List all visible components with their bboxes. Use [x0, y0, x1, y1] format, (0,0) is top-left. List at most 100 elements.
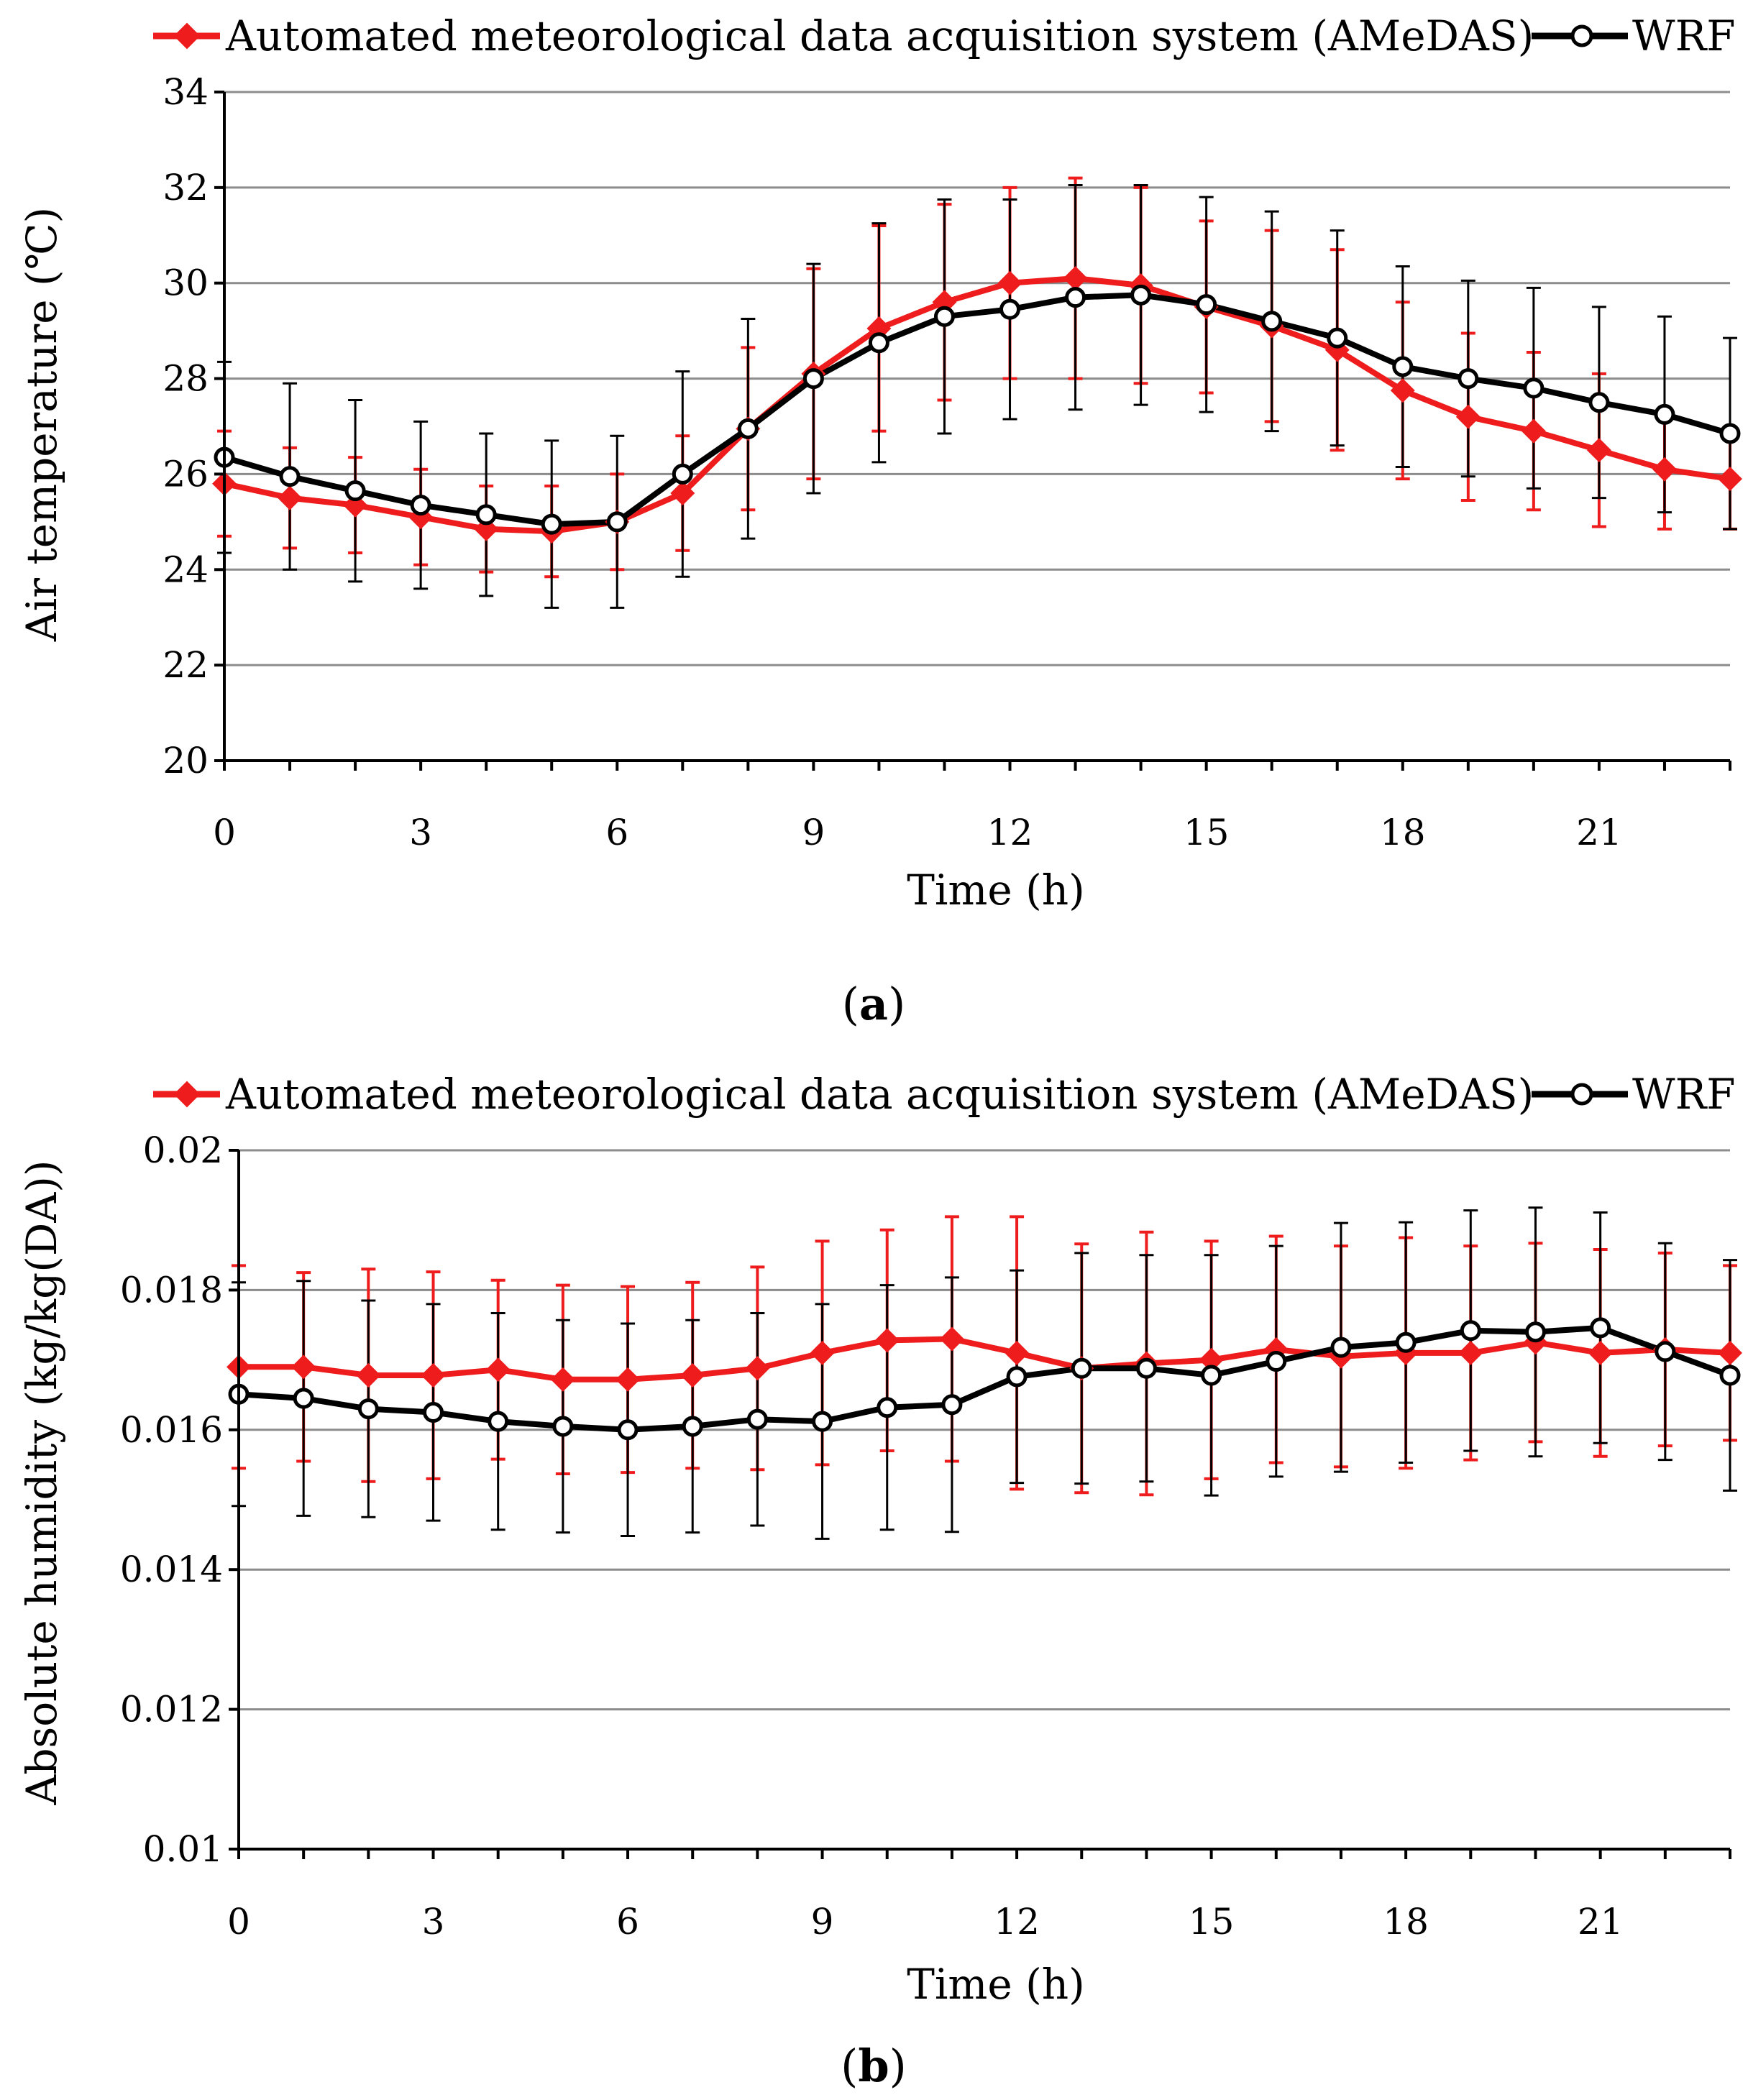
data-point-amedas	[421, 1363, 446, 1388]
data-point-wrf	[1071, 1357, 1092, 1379]
series-line-amedas	[239, 1336, 1731, 1383]
data-point-wrf	[1330, 1336, 1352, 1358]
data-point-amedas	[810, 1340, 835, 1365]
data-point-wrf	[868, 332, 889, 354]
x-tick-label: 15	[1184, 812, 1230, 853]
series-markers-a	[212, 266, 1742, 544]
data-point-amedas	[1199, 1347, 1224, 1372]
data-point-wrf	[933, 306, 955, 327]
y-axis-label-a: Air temperature (℃)	[17, 207, 66, 642]
data-point-wrf	[279, 466, 301, 487]
x-tick-label: 9	[811, 1901, 834, 1943]
series-lines-b	[238, 1324, 1731, 1433]
data-point-wrf	[1655, 1341, 1676, 1362]
data-point-wrf	[617, 1419, 639, 1441]
legend-b: Automated meteorological data acquisitio…	[153, 1070, 1736, 1119]
legend-amedas-label: Automated meteorological data acquisitio…	[225, 12, 1534, 60]
legend-a: Automated meteorological data acquisitio…	[153, 12, 1736, 60]
data-point-amedas	[874, 1328, 900, 1353]
data-point-wrf	[1588, 392, 1610, 413]
data-point-wrf	[1590, 1317, 1611, 1339]
panel-b-absolute-humidity: Automated meteorological data acquisitio…	[17, 1070, 1742, 2092]
data-point-wrf	[999, 298, 1021, 320]
data-point-wrf	[606, 511, 628, 533]
error-bars-a	[217, 176, 1737, 609]
data-point-amedas	[1718, 1340, 1742, 1365]
data-point-wrf	[1065, 287, 1086, 308]
data-point-wrf	[1395, 1331, 1417, 1353]
x-tick-label: 3	[422, 1901, 445, 1943]
data-point-wrf	[1261, 311, 1283, 332]
legend-wrf-label: WRF	[1632, 12, 1736, 60]
data-point-amedas	[1718, 467, 1742, 492]
series-line-wrf	[238, 1324, 1731, 1433]
data-point-wrf	[1130, 284, 1152, 306]
y-tick-label: 24	[163, 549, 209, 590]
x-tick-label: 21	[1576, 812, 1622, 853]
data-point-wrf	[802, 368, 824, 390]
data-point-amedas	[939, 1326, 964, 1352]
y-tick-label: 0.01	[143, 1828, 223, 1870]
legend-amedas-diamond-marker	[173, 1081, 201, 1108]
x-tick-label: 0	[227, 1901, 250, 1943]
grid-a	[224, 91, 1730, 666]
data-point-wrf	[746, 1408, 768, 1430]
series-markers-b	[226, 1317, 1742, 1441]
data-point-wrf	[1196, 294, 1217, 316]
data-point-amedas	[616, 1367, 641, 1392]
data-point-amedas	[1652, 457, 1677, 482]
data-point-wrf	[541, 513, 562, 535]
y-tick-label: 32	[163, 167, 209, 208]
x-tick-label: 18	[1383, 1901, 1429, 1943]
tick-labels-b: 0.01 0.012 0.014 0.016 0.018 0.02 0 3 6 9 12 15 18 21	[120, 1129, 1624, 1943]
data-point-wrf	[1654, 403, 1675, 425]
y-tick-label: 0.02	[143, 1129, 223, 1171]
x-axis-label-a: Time (h)	[907, 866, 1085, 914]
y-tick-label: 34	[163, 71, 209, 113]
data-point-amedas	[1588, 1340, 1613, 1365]
series-lines-a	[223, 275, 1731, 535]
axes-a	[214, 91, 1731, 771]
y-tick-label: 0.018	[120, 1269, 223, 1311]
data-point-amedas	[1063, 266, 1088, 291]
data-point-amedas	[997, 270, 1022, 295]
x-tick-label: 6	[605, 812, 628, 853]
data-point-wrf	[552, 1416, 574, 1437]
x-tick-label: 12	[994, 1901, 1040, 1943]
x-tick-label: 9	[802, 812, 825, 853]
data-point-wrf	[357, 1398, 379, 1420]
panel-a-air-temperature: Automated meteorological data acquisitio…	[17, 12, 1742, 1030]
tick-labels-a: 20 22 24 26 28 30 32 34 0 3 6 9 12 15 18 21	[163, 71, 1621, 853]
y-tick-label: 22	[163, 644, 209, 686]
x-axis-label-b: Time (h)	[907, 1960, 1085, 2009]
data-point-amedas	[670, 481, 695, 505]
y-tick-label: 20	[163, 740, 209, 781]
data-point-wrf	[941, 1394, 963, 1416]
data-point-wrf	[475, 504, 497, 526]
data-point-amedas	[1586, 438, 1611, 463]
data-point-amedas	[485, 1357, 511, 1383]
series-line-amedas	[224, 275, 1731, 535]
panel-caption-a: (a)	[842, 978, 906, 1030]
axes-b	[229, 1149, 1731, 1859]
data-point-wrf	[1523, 377, 1545, 399]
data-point-wrf	[682, 1416, 703, 1437]
legend-amedas-diamond-marker	[173, 22, 201, 50]
x-tick-label: 21	[1578, 1901, 1624, 1943]
data-point-amedas	[356, 1363, 381, 1388]
data-point-amedas	[1521, 418, 1546, 444]
data-point-wrf	[1327, 327, 1348, 349]
data-point-amedas	[1458, 1340, 1483, 1365]
data-point-wrf	[293, 1388, 314, 1409]
data-point-wrf	[1719, 1365, 1741, 1386]
y-tick-label: 30	[163, 262, 209, 304]
data-point-wrf	[344, 480, 366, 502]
legend-amedas-label: Automated meteorological data acquisitio…	[225, 1070, 1534, 1119]
data-point-wrf	[1135, 1357, 1157, 1379]
data-point-amedas	[1455, 404, 1481, 429]
y-tick-label: 0.012	[120, 1689, 223, 1730]
data-point-amedas	[1005, 1340, 1030, 1365]
y-tick-label: 0.016	[120, 1409, 223, 1451]
x-tick-label: 15	[1189, 1901, 1235, 1943]
